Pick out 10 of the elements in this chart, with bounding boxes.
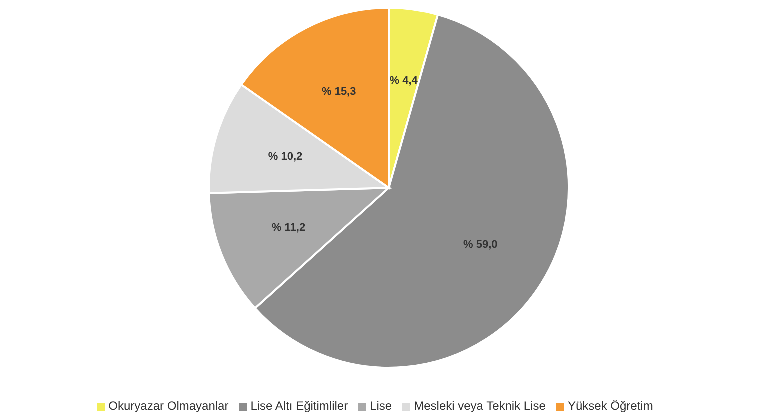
legend-label: Okuryazar Olmayanlar (108, 399, 229, 413)
legend-label: Mesleki veya Teknik Lise (414, 399, 546, 413)
data-label: % 10,2 (268, 151, 303, 164)
data-label: % 59,0 (464, 239, 498, 252)
legend-label: Yüksek Öğretim (568, 399, 654, 413)
legend-label: Lise (370, 399, 392, 413)
data-label: % 15,3 (322, 86, 356, 98)
legend-label: Lise Altı Eğitimliler (250, 399, 348, 413)
data-label: % 4,4 (390, 75, 419, 88)
data-label: % 11,2 (272, 222, 306, 234)
